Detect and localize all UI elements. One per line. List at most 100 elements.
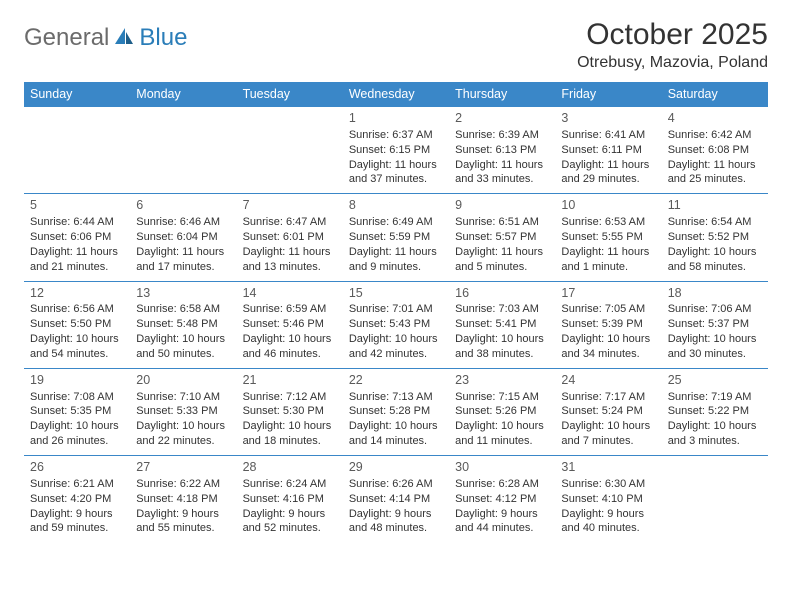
sunrise-line: Sunrise: 7:01 AM: [349, 302, 443, 317]
day-number: 2: [455, 110, 549, 127]
daylight-line: Daylight: 9 hours and 44 minutes.: [455, 507, 549, 537]
calendar-cell: 10Sunrise: 6:53 AMSunset: 5:55 PMDayligh…: [555, 194, 661, 281]
daylight-line: Daylight: 10 hours and 11 minutes.: [455, 419, 549, 449]
daylight-line: Daylight: 9 hours and 40 minutes.: [561, 507, 655, 537]
daylight-line: Daylight: 10 hours and 58 minutes.: [668, 245, 762, 275]
daylight-line: Daylight: 10 hours and 30 minutes.: [668, 332, 762, 362]
sunset-line: Sunset: 5:35 PM: [30, 404, 124, 419]
day-number: 25: [668, 372, 762, 389]
day-number: 14: [243, 285, 337, 302]
daylight-line: Daylight: 9 hours and 55 minutes.: [136, 507, 230, 537]
calendar-cell: 14Sunrise: 6:59 AMSunset: 5:46 PMDayligh…: [237, 281, 343, 368]
daylight-line: Daylight: 10 hours and 46 minutes.: [243, 332, 337, 362]
calendar-cell: 25Sunrise: 7:19 AMSunset: 5:22 PMDayligh…: [662, 368, 768, 455]
daylight-line: Daylight: 11 hours and 21 minutes.: [30, 245, 124, 275]
sunrise-line: Sunrise: 7:15 AM: [455, 390, 549, 405]
sunrise-line: Sunrise: 6:59 AM: [243, 302, 337, 317]
sunset-line: Sunset: 5:41 PM: [455, 317, 549, 332]
daylight-line: Daylight: 10 hours and 38 minutes.: [455, 332, 549, 362]
calendar-cell: 30Sunrise: 6:28 AMSunset: 4:12 PMDayligh…: [449, 456, 555, 543]
day-number: 16: [455, 285, 549, 302]
day-number: 10: [561, 197, 655, 214]
sunset-line: Sunset: 5:55 PM: [561, 230, 655, 245]
sunrise-line: Sunrise: 7:10 AM: [136, 390, 230, 405]
sunrise-line: Sunrise: 7:03 AM: [455, 302, 549, 317]
calendar-cell: 17Sunrise: 7:05 AMSunset: 5:39 PMDayligh…: [555, 281, 661, 368]
daylight-line: Daylight: 11 hours and 25 minutes.: [668, 158, 762, 188]
sunrise-line: Sunrise: 6:21 AM: [30, 477, 124, 492]
daylight-line: Daylight: 10 hours and 18 minutes.: [243, 419, 337, 449]
sunrise-line: Sunrise: 7:06 AM: [668, 302, 762, 317]
sunrise-line: Sunrise: 6:58 AM: [136, 302, 230, 317]
sunset-line: Sunset: 4:12 PM: [455, 492, 549, 507]
logo-text-blue: Blue: [139, 24, 187, 52]
sunset-line: Sunset: 5:52 PM: [668, 230, 762, 245]
calendar-cell: 11Sunrise: 6:54 AMSunset: 5:52 PMDayligh…: [662, 194, 768, 281]
sunrise-line: Sunrise: 6:28 AM: [455, 477, 549, 492]
day-header: Sunday: [24, 82, 130, 107]
calendar-row: 12Sunrise: 6:56 AMSunset: 5:50 PMDayligh…: [24, 281, 768, 368]
day-number: 30: [455, 459, 549, 476]
calendar-cell: 20Sunrise: 7:10 AMSunset: 5:33 PMDayligh…: [130, 368, 236, 455]
sunrise-line: Sunrise: 6:41 AM: [561, 128, 655, 143]
logo-text-general: General: [24, 24, 109, 52]
daylight-line: Daylight: 10 hours and 50 minutes.: [136, 332, 230, 362]
day-number: 3: [561, 110, 655, 127]
day-header-row: SundayMondayTuesdayWednesdayThursdayFrid…: [24, 82, 768, 107]
sunrise-line: Sunrise: 6:39 AM: [455, 128, 549, 143]
calendar-table: SundayMondayTuesdayWednesdayThursdayFrid…: [24, 82, 768, 542]
daylight-line: Daylight: 10 hours and 22 minutes.: [136, 419, 230, 449]
calendar-cell: 9Sunrise: 6:51 AMSunset: 5:57 PMDaylight…: [449, 194, 555, 281]
daylight-line: Daylight: 11 hours and 13 minutes.: [243, 245, 337, 275]
sunrise-line: Sunrise: 6:30 AM: [561, 477, 655, 492]
day-number: 26: [30, 459, 124, 476]
day-number: 28: [243, 459, 337, 476]
sunrise-line: Sunrise: 6:22 AM: [136, 477, 230, 492]
sunrise-line: Sunrise: 6:37 AM: [349, 128, 443, 143]
day-header: Thursday: [449, 82, 555, 107]
sunrise-line: Sunrise: 7:19 AM: [668, 390, 762, 405]
sunset-line: Sunset: 5:37 PM: [668, 317, 762, 332]
daylight-line: Daylight: 10 hours and 26 minutes.: [30, 419, 124, 449]
sunrise-line: Sunrise: 6:44 AM: [30, 215, 124, 230]
calendar-cell: 29Sunrise: 6:26 AMSunset: 4:14 PMDayligh…: [343, 456, 449, 543]
sunrise-line: Sunrise: 6:54 AM: [668, 215, 762, 230]
day-number: 1: [349, 110, 443, 127]
sunrise-line: Sunrise: 6:49 AM: [349, 215, 443, 230]
daylight-line: Daylight: 10 hours and 34 minutes.: [561, 332, 655, 362]
sunrise-line: Sunrise: 6:42 AM: [668, 128, 762, 143]
daylight-line: Daylight: 10 hours and 54 minutes.: [30, 332, 124, 362]
sunset-line: Sunset: 5:43 PM: [349, 317, 443, 332]
location: Otrebusy, Mazovia, Poland: [577, 54, 768, 72]
sunset-line: Sunset: 5:26 PM: [455, 404, 549, 419]
sunset-line: Sunset: 4:18 PM: [136, 492, 230, 507]
sunset-line: Sunset: 5:46 PM: [243, 317, 337, 332]
calendar-cell: 1Sunrise: 6:37 AMSunset: 6:15 PMDaylight…: [343, 107, 449, 194]
calendar-cell: 8Sunrise: 6:49 AMSunset: 5:59 PMDaylight…: [343, 194, 449, 281]
sunrise-line: Sunrise: 7:13 AM: [349, 390, 443, 405]
title-block: October 2025 Otrebusy, Mazovia, Poland: [577, 18, 768, 72]
calendar-cell: 12Sunrise: 6:56 AMSunset: 5:50 PMDayligh…: [24, 281, 130, 368]
sunset-line: Sunset: 5:30 PM: [243, 404, 337, 419]
day-number: 6: [136, 197, 230, 214]
calendar-cell: 5Sunrise: 6:44 AMSunset: 6:06 PMDaylight…: [24, 194, 130, 281]
calendar-cell: 22Sunrise: 7:13 AMSunset: 5:28 PMDayligh…: [343, 368, 449, 455]
sunset-line: Sunset: 4:16 PM: [243, 492, 337, 507]
daylight-line: Daylight: 9 hours and 52 minutes.: [243, 507, 337, 537]
calendar-row: 5Sunrise: 6:44 AMSunset: 6:06 PMDaylight…: [24, 194, 768, 281]
day-number: 5: [30, 197, 124, 214]
calendar-cell: 6Sunrise: 6:46 AMSunset: 6:04 PMDaylight…: [130, 194, 236, 281]
sunset-line: Sunset: 5:57 PM: [455, 230, 549, 245]
sunset-line: Sunset: 5:48 PM: [136, 317, 230, 332]
calendar-cell: 15Sunrise: 7:01 AMSunset: 5:43 PMDayligh…: [343, 281, 449, 368]
daylight-line: Daylight: 11 hours and 9 minutes.: [349, 245, 443, 275]
sunset-line: Sunset: 5:24 PM: [561, 404, 655, 419]
calendar-cell: 27Sunrise: 6:22 AMSunset: 4:18 PMDayligh…: [130, 456, 236, 543]
sunset-line: Sunset: 6:15 PM: [349, 143, 443, 158]
day-header: Tuesday: [237, 82, 343, 107]
sunrise-line: Sunrise: 7:08 AM: [30, 390, 124, 405]
day-number: 31: [561, 459, 655, 476]
daylight-line: Daylight: 11 hours and 5 minutes.: [455, 245, 549, 275]
day-header: Saturday: [662, 82, 768, 107]
calendar-cell: 28Sunrise: 6:24 AMSunset: 4:16 PMDayligh…: [237, 456, 343, 543]
